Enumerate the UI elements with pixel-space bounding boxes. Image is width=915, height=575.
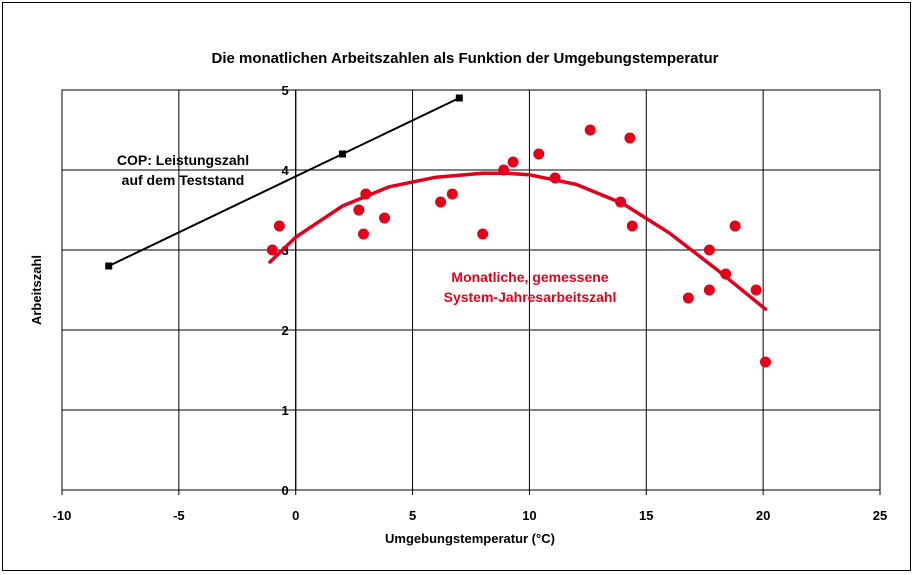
plot-area-border [61, 89, 881, 491]
series [105, 94, 771, 368]
x-tick-label: -10 [53, 508, 72, 523]
y-axis-label: Arbeitszahl [29, 255, 44, 325]
y-tick-label: 1 [281, 403, 288, 418]
measured-point [750, 284, 762, 296]
x-tick-label: 10 [522, 508, 536, 523]
measured-point [682, 292, 694, 304]
measured-point [533, 148, 545, 160]
measured-annotation-line1: Monatliche, gemessene [451, 269, 608, 285]
x-tick-label: -5 [173, 508, 185, 523]
chart-title: Die monatlichen Arbeitszahlen als Funkti… [211, 50, 718, 67]
measured-point [703, 244, 715, 256]
measured-point [477, 228, 489, 240]
measured-annotation-line2: System-Jahresarbeitszahl [444, 289, 617, 305]
measured-point [703, 284, 715, 296]
measured-point [624, 132, 636, 144]
tick-labels: -10 -5 0 5 10 15 20 25 0 1 2 3 4 5 [53, 83, 888, 523]
x-tick-label: 5 [409, 508, 416, 523]
measured-point [379, 212, 391, 224]
x-axis-label: Umgebungstemperatur (°C) [385, 531, 555, 546]
grid [61, 89, 881, 495]
measured-point [507, 156, 519, 168]
y-tick-label: 4 [281, 163, 289, 178]
trend-curve [268, 171, 768, 311]
y-tick-label: 3 [281, 243, 288, 258]
cop-annotation-line2: auf dem Teststand [122, 172, 245, 188]
cop-point [338, 150, 346, 158]
y-tick-label: 2 [281, 323, 288, 338]
y-tick-label: 0 [281, 483, 288, 498]
measured-point [729, 220, 741, 232]
measured-point [446, 188, 458, 200]
measured-point [357, 228, 369, 240]
measured-point [626, 220, 638, 232]
x-tick-label: 0 [292, 508, 299, 523]
cop-annotation-line1: COP: Leistungszahl [117, 152, 249, 168]
x-tick-label: 25 [873, 508, 887, 523]
y-tick-label: 5 [281, 83, 288, 98]
cop-point [105, 262, 113, 270]
x-tick-label: 20 [756, 508, 770, 523]
measured-point [584, 124, 596, 136]
measured-point [273, 220, 285, 232]
measured-point [435, 196, 447, 208]
x-tick-label: 15 [639, 508, 653, 523]
measured-point [266, 244, 278, 256]
measured-point [759, 356, 771, 368]
measured-point [353, 204, 365, 216]
cop-point [455, 94, 463, 102]
